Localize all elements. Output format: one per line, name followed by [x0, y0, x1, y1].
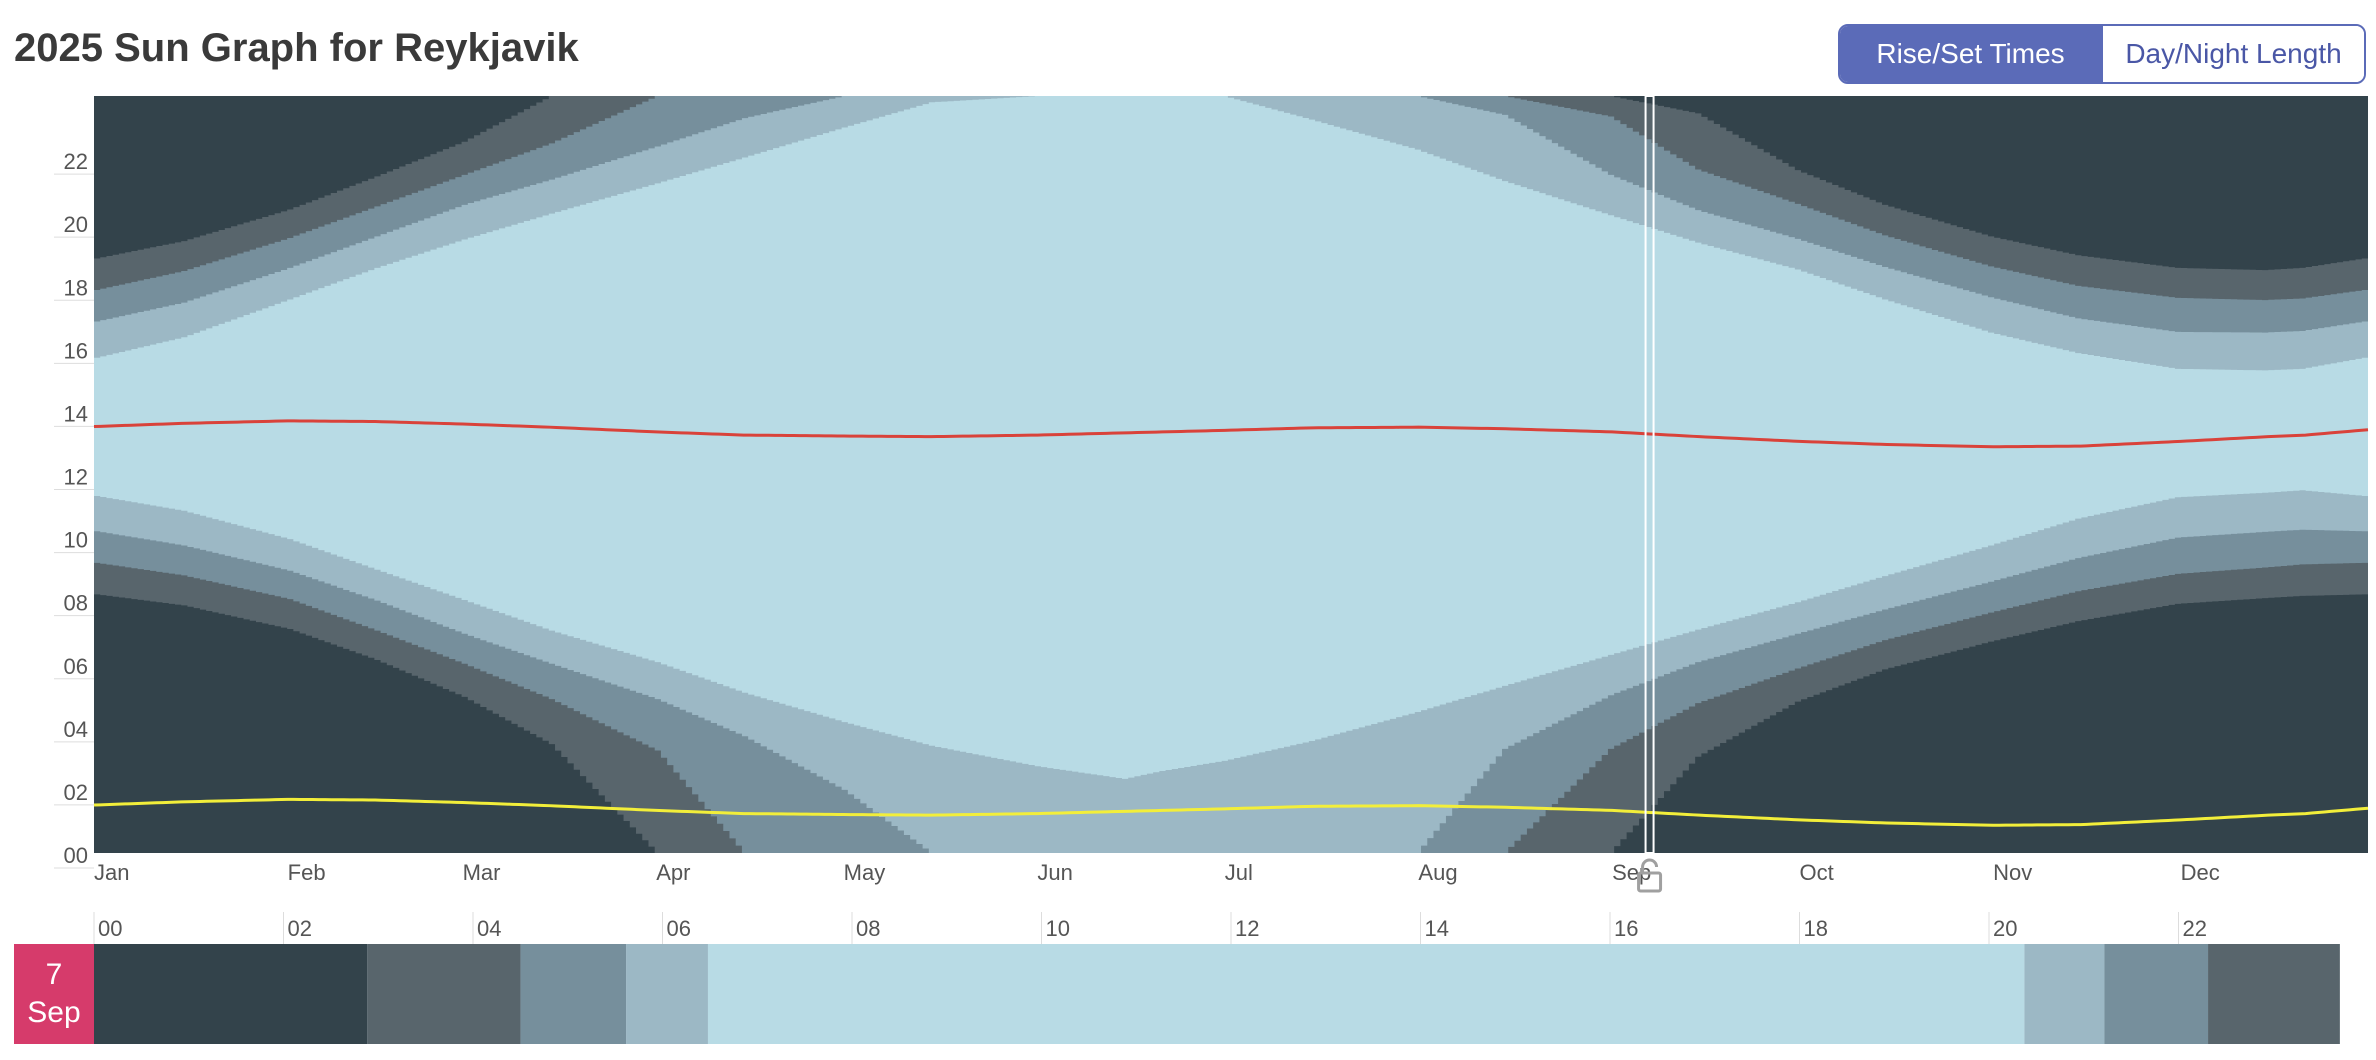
y-tick-label: 22 — [64, 149, 88, 174]
view-toggle: Rise/Set Times Day/Night Length — [1838, 24, 2366, 84]
axes: 00 02 04 06 08 10 12 14 16 18 20 22 Jan Feb Mar Apr May J… — [54, 149, 2220, 885]
y-tick-label: 18 — [64, 275, 88, 300]
timeline-hour-label: 18 — [1804, 916, 1828, 941]
timeline-segment-civil — [626, 944, 708, 1044]
page-title: 2025 Sun Graph for Reykjavik — [14, 26, 579, 70]
plot-area — [94, 96, 2368, 853]
timeline-hour-label: 04 — [477, 916, 501, 941]
timeline-hour-label: 14 — [1425, 916, 1449, 941]
timeline-hour-label: 20 — [1993, 916, 2017, 941]
month-label: May — [844, 860, 886, 885]
day-timeline: 00 02 04 06 08 10 12 14 16 18 20 22 — [93, 912, 2340, 1044]
rise-set-times-button[interactable]: Rise/Set Times — [1840, 26, 2101, 82]
month-label: Mar — [463, 860, 501, 885]
y-tick-label: 16 — [64, 338, 88, 363]
month-label: Jul — [1225, 860, 1253, 885]
y-tick-label: 20 — [64, 212, 88, 237]
y-tick-label: 14 — [64, 401, 88, 426]
month-label: Feb — [288, 860, 326, 885]
month-label: Jan — [94, 860, 129, 885]
timeline-hour-label: 02 — [288, 916, 312, 941]
month-label: Aug — [1418, 860, 1457, 885]
lock-icon — [1637, 858, 1663, 893]
y-tick-label: 02 — [64, 780, 88, 805]
selected-day-marker — [1637, 95, 1663, 893]
selected-day-number: 7 — [45, 958, 63, 991]
day-night-length-button[interactable]: Day/Night Length — [2101, 26, 2364, 82]
timeline-hour-label: 16 — [1614, 916, 1638, 941]
timeline-hour-label: 12 — [1235, 916, 1259, 941]
y-tick-label: 10 — [64, 528, 88, 553]
timeline-segment-civil — [2024, 944, 2105, 1044]
month-label: Apr — [656, 860, 690, 885]
timeline-hour-label: 06 — [667, 916, 691, 941]
month-label: Dec — [2181, 860, 2220, 885]
timeline-segment-astro — [367, 944, 521, 1044]
timeline-hour-label: 00 — [98, 916, 122, 941]
daylight-band — [94, 96, 2368, 779]
solar-midnight-line — [93, 797, 2369, 827]
month-label: Nov — [1993, 860, 2032, 885]
month-label: Jun — [1037, 860, 1072, 885]
solar-noon-line — [93, 419, 2369, 449]
y-tick-label: 04 — [64, 717, 88, 742]
timeline-segment-nautical — [2104, 944, 2209, 1044]
timeline-hour-label: 08 — [856, 916, 880, 941]
selected-date-badge: 7 Sep — [14, 944, 94, 1044]
y-tick-label: 12 — [64, 465, 88, 490]
timeline-segment-night — [94, 944, 368, 1044]
selected-day-line — [1644, 95, 1655, 854]
selected-day-month: Sep — [27, 996, 81, 1029]
timeline-segment-astro — [2208, 944, 2340, 1044]
y-tick-label: 06 — [64, 654, 88, 679]
timeline-hour-label: 10 — [1046, 916, 1070, 941]
timeline-segment-nautical — [520, 944, 627, 1044]
y-tick-label: 08 — [64, 591, 88, 616]
month-label: Oct — [1800, 860, 1834, 885]
timeline-hour-label: 22 — [2183, 916, 2207, 941]
timeline-segment-day — [707, 944, 2025, 1044]
y-tick-label: 00 — [64, 843, 88, 868]
sun-lines — [93, 419, 2369, 827]
